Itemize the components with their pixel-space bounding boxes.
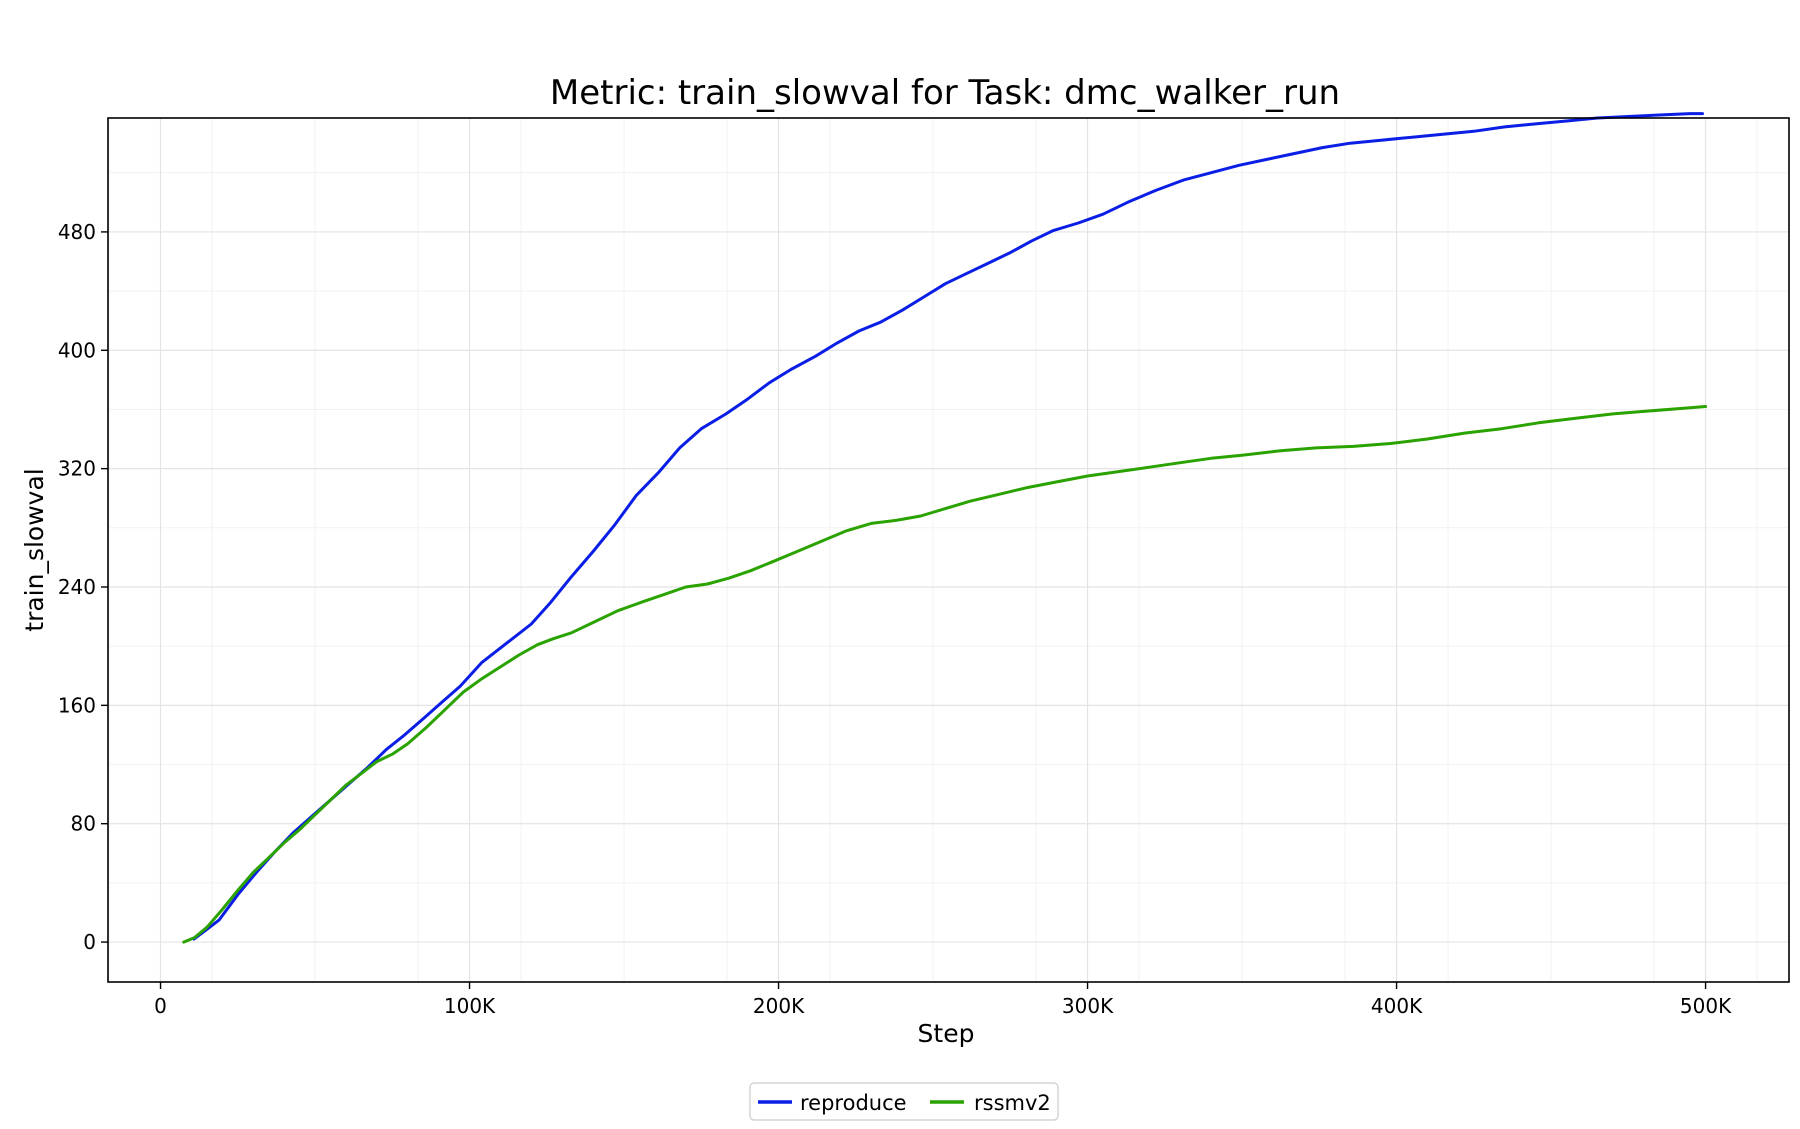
x-tick-label: 300K xyxy=(1062,994,1114,1018)
x-tick-label: 100K xyxy=(444,994,496,1018)
series-lines xyxy=(182,112,1708,944)
y-tick-label: 160 xyxy=(58,693,96,717)
y-tick-label: 480 xyxy=(58,220,96,244)
grid xyxy=(108,118,1789,982)
legend-label-rssmv2: rssmv2 xyxy=(974,1091,1051,1115)
legend: reproduce rssmv2 xyxy=(749,1082,1059,1121)
chart-title: Metric: train_slowval for Task: dmc_walk… xyxy=(550,73,1340,113)
y-tick-label: 0 xyxy=(83,930,96,954)
x-tick-label: 500K xyxy=(1680,994,1732,1018)
series-line-rssmv2 xyxy=(182,405,1708,944)
x-tick-label: 0 xyxy=(154,994,167,1018)
y-tick-label: 80 xyxy=(71,812,96,836)
legend-box xyxy=(749,1082,1059,1121)
y-axis-label: train_slowval xyxy=(20,468,49,631)
x-axis-label: Step xyxy=(918,1019,975,1048)
x-tick-label: 400K xyxy=(1371,994,1423,1018)
y-tick-label: 240 xyxy=(58,575,96,599)
x-tick-label: 200K xyxy=(753,994,805,1018)
y-ticks: 0 80 160 240 320 400 480 xyxy=(58,220,108,954)
y-tick-label: 400 xyxy=(58,338,96,362)
x-ticks: 0 100K 200K 300K 400K 500K xyxy=(154,982,1732,1018)
series-line-reproduce xyxy=(192,112,1704,941)
legend-label-reproduce: reproduce xyxy=(800,1091,907,1115)
y-tick-label: 320 xyxy=(58,457,96,481)
plot-frame xyxy=(107,117,1790,983)
